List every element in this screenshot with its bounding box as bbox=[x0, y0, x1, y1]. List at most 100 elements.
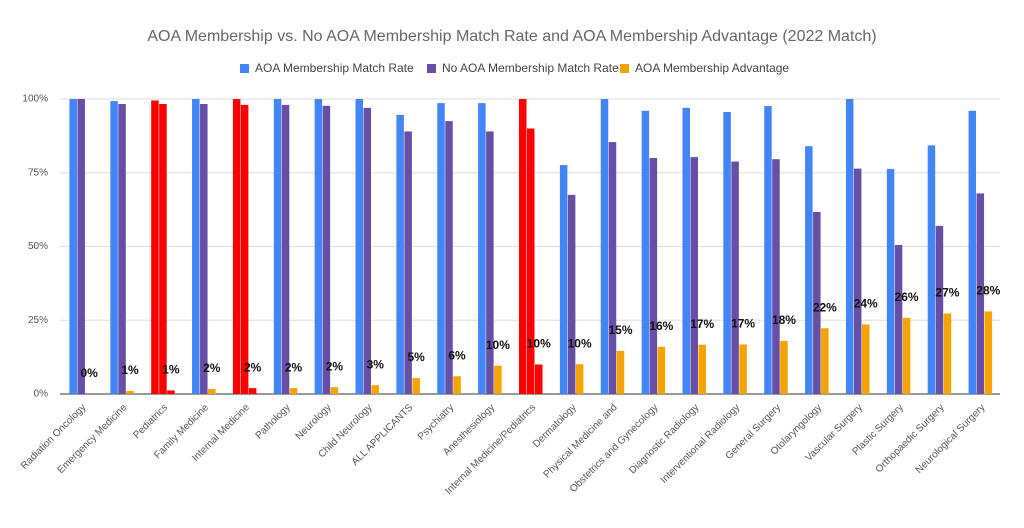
data-label: 24% bbox=[854, 297, 878, 311]
bar bbox=[984, 311, 993, 394]
data-label: 17% bbox=[731, 317, 755, 331]
data-label: 3% bbox=[367, 357, 385, 371]
bar bbox=[240, 104, 249, 395]
bar bbox=[902, 317, 911, 394]
bar bbox=[355, 99, 364, 394]
bar bbox=[690, 157, 698, 394]
x-tick-label: Orthopaedic Surgery bbox=[874, 402, 947, 475]
x-tick-label: Neurology bbox=[294, 402, 334, 442]
x-tick-label: Physical Medicine and bbox=[542, 402, 620, 480]
data-label: 10% bbox=[486, 338, 510, 352]
bar bbox=[437, 103, 445, 394]
bar bbox=[649, 158, 658, 394]
x-tick-label: Interventional Radiology bbox=[659, 402, 743, 486]
chart-title: AOA Membership vs. No AOA Membership Mat… bbox=[147, 28, 876, 45]
data-label: 2% bbox=[244, 360, 262, 374]
x-tick-label: Diagnostic Radiology bbox=[627, 402, 701, 476]
bar bbox=[813, 211, 821, 394]
bar bbox=[118, 104, 126, 394]
data-label: 5% bbox=[407, 350, 425, 364]
bar bbox=[486, 131, 494, 394]
bar bbox=[281, 104, 290, 395]
legend-swatch bbox=[427, 64, 436, 73]
data-label: 16% bbox=[649, 319, 673, 333]
bar bbox=[886, 168, 895, 394]
bar bbox=[371, 385, 380, 394]
bar bbox=[151, 100, 159, 394]
x-tick-label: Emergency Medicine bbox=[55, 402, 129, 476]
data-label: 27% bbox=[935, 286, 959, 300]
y-tick-label: 50% bbox=[28, 241, 48, 252]
y-tick-label: 75% bbox=[28, 167, 48, 178]
bar bbox=[657, 346, 666, 394]
bar bbox=[698, 344, 706, 394]
bar bbox=[739, 344, 747, 394]
bar bbox=[200, 104, 208, 394]
bar bbox=[935, 225, 944, 394]
bar bbox=[780, 340, 788, 394]
data-label: 2% bbox=[203, 361, 221, 375]
bar bbox=[77, 99, 85, 394]
bar bbox=[494, 365, 502, 394]
data-label: 6% bbox=[448, 348, 466, 362]
x-tick-label: Psychiatry bbox=[416, 402, 456, 442]
data-label: 18% bbox=[772, 313, 796, 327]
bar bbox=[396, 114, 404, 395]
bar bbox=[314, 99, 323, 394]
bar bbox=[363, 107, 372, 394]
bar bbox=[208, 388, 216, 394]
bar bbox=[927, 145, 936, 394]
bar bbox=[600, 99, 609, 394]
bar bbox=[453, 376, 461, 394]
bar bbox=[273, 99, 282, 394]
bar bbox=[641, 110, 650, 395]
bar bbox=[322, 105, 331, 394]
bar bbox=[731, 161, 739, 394]
bar bbox=[575, 364, 584, 394]
data-label: 17% bbox=[690, 317, 714, 331]
bar bbox=[519, 99, 527, 394]
bar bbox=[682, 107, 690, 394]
bar bbox=[723, 111, 731, 394]
data-label: 10% bbox=[527, 337, 551, 351]
bar bbox=[968, 110, 977, 395]
bar bbox=[478, 103, 486, 394]
bar bbox=[110, 101, 118, 394]
y-tick-label: 0% bbox=[34, 389, 49, 400]
bar bbox=[167, 390, 175, 394]
x-tick-label: Pathology bbox=[254, 402, 293, 441]
bar bbox=[404, 131, 412, 394]
bar bbox=[567, 194, 576, 394]
data-label: 22% bbox=[813, 300, 837, 314]
bar bbox=[159, 104, 167, 394]
bar bbox=[616, 350, 625, 394]
data-label: 15% bbox=[608, 323, 632, 337]
bar bbox=[289, 388, 298, 394]
data-label: 1% bbox=[162, 363, 180, 377]
legend-swatch bbox=[620, 64, 629, 73]
data-label: 2% bbox=[326, 359, 344, 373]
bar bbox=[943, 313, 952, 394]
bar bbox=[845, 99, 854, 394]
bar bbox=[764, 106, 772, 394]
legend-label: AOA Membership Advantage bbox=[635, 61, 789, 75]
data-label: 10% bbox=[568, 336, 592, 350]
bar bbox=[805, 146, 813, 394]
legend-swatch bbox=[240, 64, 249, 73]
data-label: 28% bbox=[976, 284, 1000, 298]
bar bbox=[861, 324, 870, 394]
x-tick-label: Neurological Surgery bbox=[914, 402, 988, 476]
bar bbox=[535, 364, 543, 394]
bar bbox=[853, 168, 862, 394]
legend-label: No AOA Membership Match Rate bbox=[442, 61, 619, 75]
y-tick-label: 25% bbox=[28, 315, 48, 326]
bar bbox=[232, 99, 241, 394]
bar bbox=[412, 378, 420, 394]
y-tick-label: 100% bbox=[22, 94, 48, 105]
bar bbox=[559, 165, 568, 394]
bar bbox=[330, 387, 339, 394]
x-tick-label: Pediatrics bbox=[131, 402, 170, 441]
legend-label: AOA Membership Match Rate bbox=[255, 61, 414, 75]
data-label: 0% bbox=[81, 366, 99, 380]
